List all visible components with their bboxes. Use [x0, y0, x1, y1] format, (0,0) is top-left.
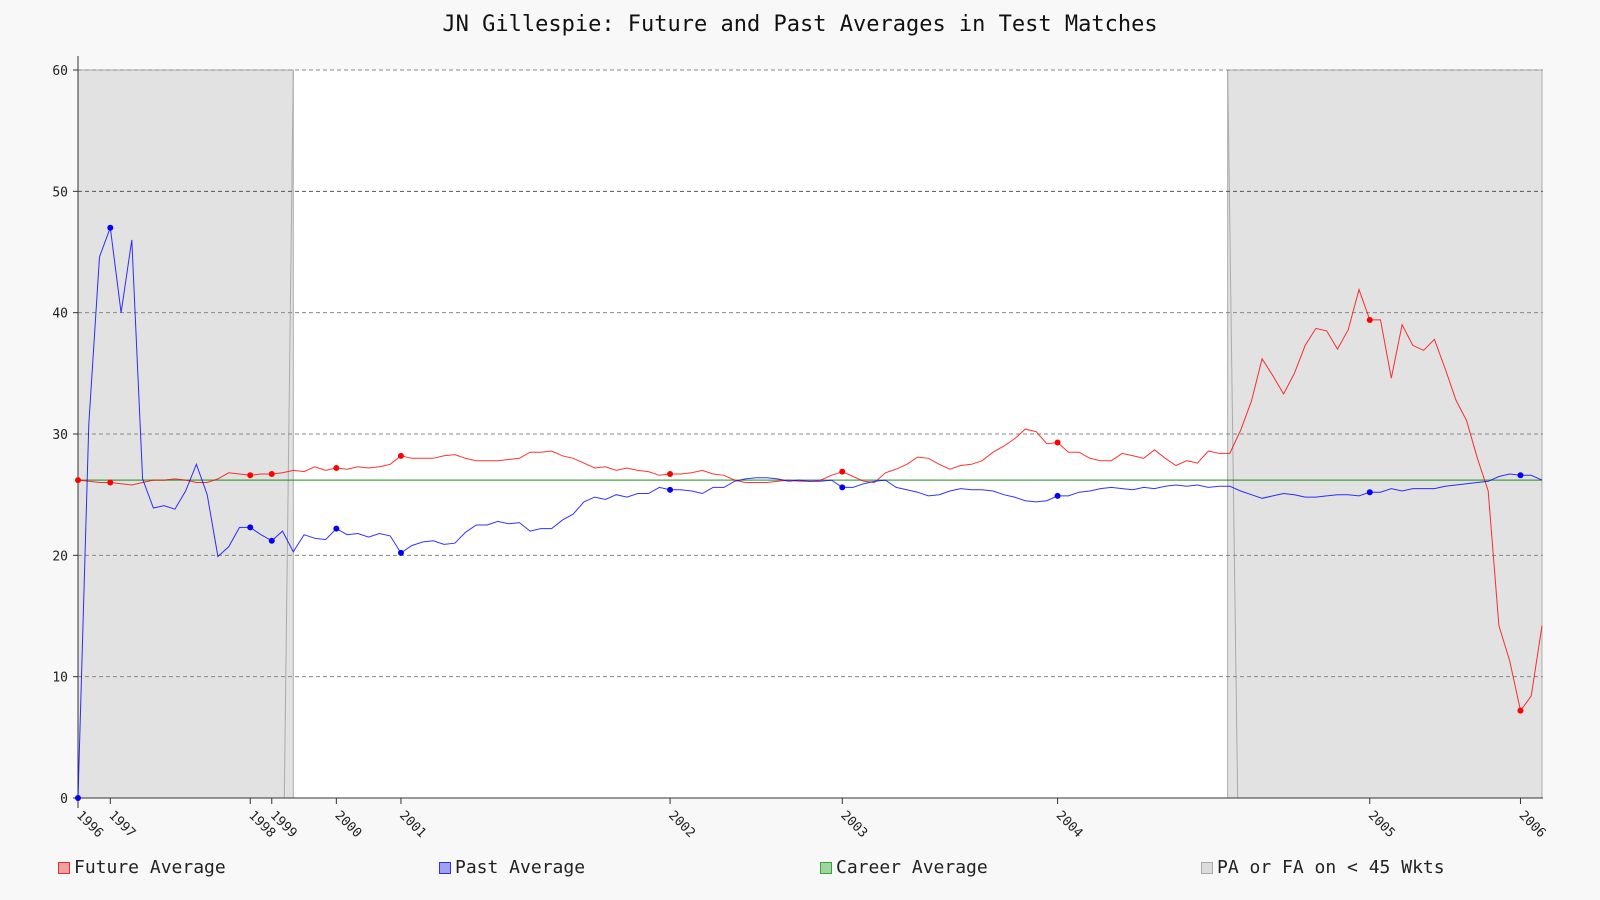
future-point [75, 477, 81, 484]
past-point [333, 525, 340, 532]
legend-item-career: Career Average [820, 857, 988, 878]
future-point [1366, 316, 1373, 323]
y-tick-label: 20 [52, 549, 68, 564]
future-point [268, 471, 275, 478]
future-point [397, 452, 404, 459]
future-point [1517, 707, 1524, 714]
x-tick-label: 2004 [1053, 808, 1086, 841]
past-average-line [77, 227, 1543, 799]
y-tick-label: 10 [52, 671, 68, 686]
past-point [1517, 472, 1524, 479]
x-tick-label: 2003 [837, 808, 870, 841]
x-tick-label: 2000 [332, 808, 365, 841]
legend-label-past: Past Average [455, 857, 586, 878]
x-tick-label: 2005 [1365, 808, 1398, 841]
past-point [667, 486, 674, 493]
legend-label-future: Future Average [74, 857, 226, 878]
future-point [247, 472, 254, 479]
y-tick-label: 0 [60, 792, 68, 807]
legend-swatch-career [820, 861, 832, 874]
chart-title: JN Gillespie: Future and Past Averages i… [442, 12, 1158, 37]
y-tick-label: 30 [52, 428, 68, 443]
future-point [107, 479, 114, 486]
x-tick-label: 2002 [665, 808, 698, 841]
legend-item-shade: PA or FA on < 45 Wkts [1201, 857, 1445, 878]
legend-item-future: Future Average [58, 857, 226, 878]
past-point [75, 795, 81, 801]
legend-swatch-past [439, 861, 451, 874]
legend-item-past: Past Average [439, 857, 585, 878]
past-point [1054, 492, 1061, 499]
future-point [333, 464, 340, 471]
past-point [247, 524, 254, 531]
legend-label-career: Career Average [836, 857, 988, 878]
y-tick-label: 50 [52, 185, 68, 200]
legend-swatch-shade [1201, 861, 1213, 874]
legend-swatch-future [58, 861, 70, 874]
x-tick-label: 1997 [105, 808, 138, 841]
future-point [667, 471, 674, 478]
x-tick-label: 2006 [1516, 808, 1549, 841]
x-tick-label: 2001 [396, 808, 429, 841]
past-point [839, 484, 846, 491]
past-point [107, 224, 114, 231]
y-tick-label: 60 [52, 64, 68, 79]
legend: Future Average Past Average Career Avera… [58, 857, 1598, 881]
x-tick-label: 1996 [73, 808, 106, 841]
past-point [268, 537, 275, 544]
y-tick-label: 40 [52, 307, 68, 322]
past-point [1366, 489, 1373, 496]
future-point [839, 468, 846, 475]
legend-label-shade: PA or FA on < 45 Wkts [1217, 857, 1445, 878]
past-point [397, 549, 404, 556]
future-point [1054, 439, 1061, 446]
